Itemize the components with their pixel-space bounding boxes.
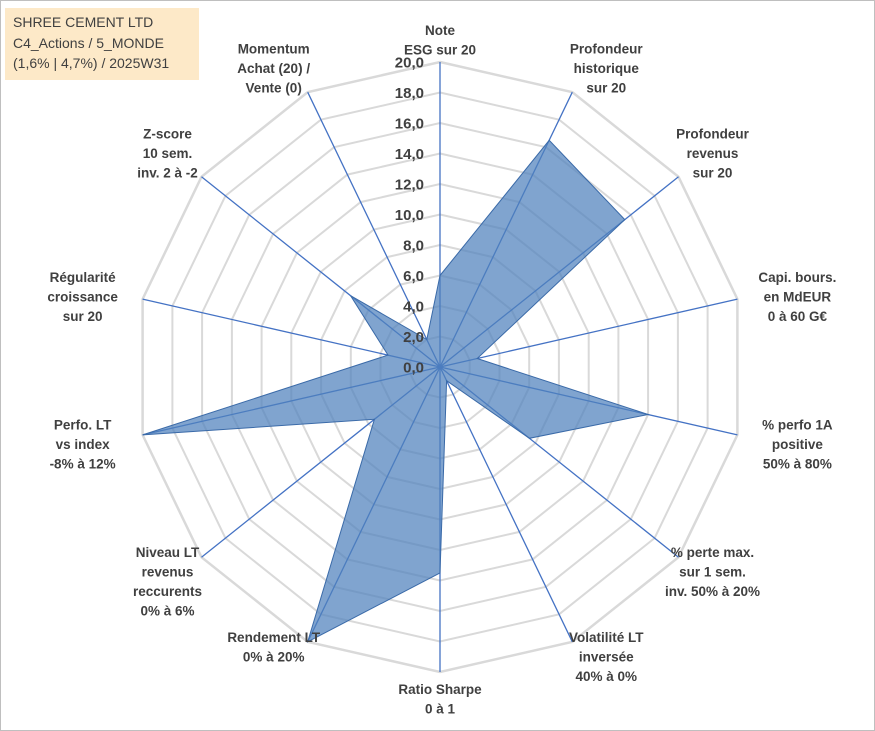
axis-label: Régularité croissance sur 20: [47, 270, 118, 324]
tick-label: 20,0: [395, 55, 424, 72]
axis-label-line: historique: [574, 61, 640, 76]
axis-label-line: vs index: [56, 437, 111, 452]
axis-label-line: Ratio Sharpe: [398, 682, 482, 697]
axis-label-line: 0 à 1: [425, 702, 456, 717]
axis-label-line: sur 20: [693, 165, 733, 180]
axis-label-line: Rendement LT: [227, 630, 321, 645]
axis-label-line: revenus: [142, 565, 194, 580]
tick-label: 10,0: [395, 207, 424, 224]
axis-label-line: Capi. bours.: [758, 270, 836, 285]
axis-label-line: inv. 2 à -2: [137, 165, 198, 180]
axis-label: Momentum Achat (20) / Vente (0): [237, 42, 310, 96]
tick-label: 8,0: [403, 238, 424, 255]
axis-label: Niveau LT revenus reccurents 0% à 6%: [133, 545, 202, 619]
axis-label-line: 40% à 0%: [576, 669, 638, 684]
axis-spoke: [439, 298, 738, 368]
axis-label-line: 0% à 20%: [243, 649, 305, 664]
axis-label: Profondeur historique sur 20: [570, 42, 643, 96]
tick-label: 12,0: [395, 177, 424, 194]
axis-label-line: 0% à 6%: [140, 604, 194, 619]
axis-label-line: 50% à 80%: [763, 457, 832, 472]
axis-label-line: Profondeur: [676, 126, 749, 141]
axis-label: % perfo 1A positive 50% à 80%: [762, 418, 833, 472]
axis-label-line: 0 à 60 G€: [768, 309, 828, 324]
radar-tick-labels: 0,0 2,0 4,0 6,0 8,0 10,0 12,0 14,0 16,0 18,0 20,0: [395, 55, 424, 377]
axis-label-line: Z-score: [143, 126, 192, 141]
axis-label-line: Volatilité LT: [569, 630, 644, 645]
axis-spoke: [307, 91, 441, 368]
tick-label: 18,0: [395, 85, 424, 102]
axis-label-line: Vente (0): [246, 81, 302, 96]
axis-label-line: Achat (20) /: [237, 61, 310, 76]
axis-label-line: 10 sem.: [143, 146, 193, 161]
axis-label-line: croissance: [47, 289, 118, 304]
axis-label-line: ESG sur 20: [404, 43, 476, 58]
axis-label-line: Momentum: [238, 42, 310, 57]
tick-label: 2,0: [403, 329, 424, 346]
axis-label: Volatilité LT inversée 40% à 0%: [569, 630, 644, 684]
axis-label-line: revenus: [687, 146, 739, 161]
axis-label-line: sur 20: [586, 81, 626, 96]
radar-axis-labels: Note ESG sur 20 Profondeur historique sur 20…: [47, 23, 836, 717]
title-company: SHREE CEMENT LTD: [13, 14, 154, 30]
tick-label: 0,0: [403, 360, 424, 377]
axis-label-line: Niveau LT: [136, 545, 200, 560]
axis-label: Ratio Sharpe 0 à 1: [398, 682, 482, 717]
axis-label-line: en MdEUR: [764, 289, 832, 304]
tick-label: 14,0: [395, 146, 424, 163]
axis-label-line: inversée: [579, 649, 634, 664]
axis-label-line: positive: [772, 437, 824, 452]
axis-label-line: % perfo 1A: [762, 418, 833, 433]
axis-spoke: [439, 366, 573, 643]
tick-label: 4,0: [403, 299, 424, 316]
axis-label-line: inv. 50% à 20%: [665, 584, 760, 599]
axis-label-line: reccurents: [133, 584, 202, 599]
tick-label: 6,0: [403, 268, 424, 285]
axis-label: Perfo. LT vs index -8% à 12%: [50, 418, 116, 472]
axis-label-line: % perte max.: [671, 545, 754, 560]
axis-label-line: Profondeur: [570, 42, 643, 57]
axis-label-line: Note: [425, 23, 455, 38]
axis-label: Rendement LT 0% à 20%: [227, 630, 321, 665]
axis-label: Capi. bours. en MdEUR 0 à 60 G€: [758, 270, 836, 324]
title-period: (1,6% | 4,7%) / 2025W31: [13, 55, 170, 71]
axis-label: Profondeur revenus sur 20: [676, 126, 749, 180]
axis-label: Note ESG sur 20: [404, 23, 476, 58]
tick-label: 16,0: [395, 116, 424, 133]
axis-label-line: sur 20: [63, 309, 103, 324]
axis-label: Z-score 10 sem. inv. 2 à -2: [137, 126, 198, 180]
radar-series: [142, 139, 651, 643]
title-category: C4_Actions / 5_MONDE: [13, 34, 164, 51]
axis-label-line: -8% à 12%: [50, 457, 116, 472]
axis-label: % perte max. sur 1 sem. inv. 50% à 20%: [665, 545, 760, 599]
axis-label-line: Perfo. LT: [54, 418, 112, 433]
axis-label-line: sur 1 sem.: [679, 565, 746, 580]
axis-label-line: Régularité: [50, 270, 117, 285]
chart-title-box: SHREE CEMENT LTD C4_Actions / 5_MONDE (1…: [5, 8, 199, 80]
